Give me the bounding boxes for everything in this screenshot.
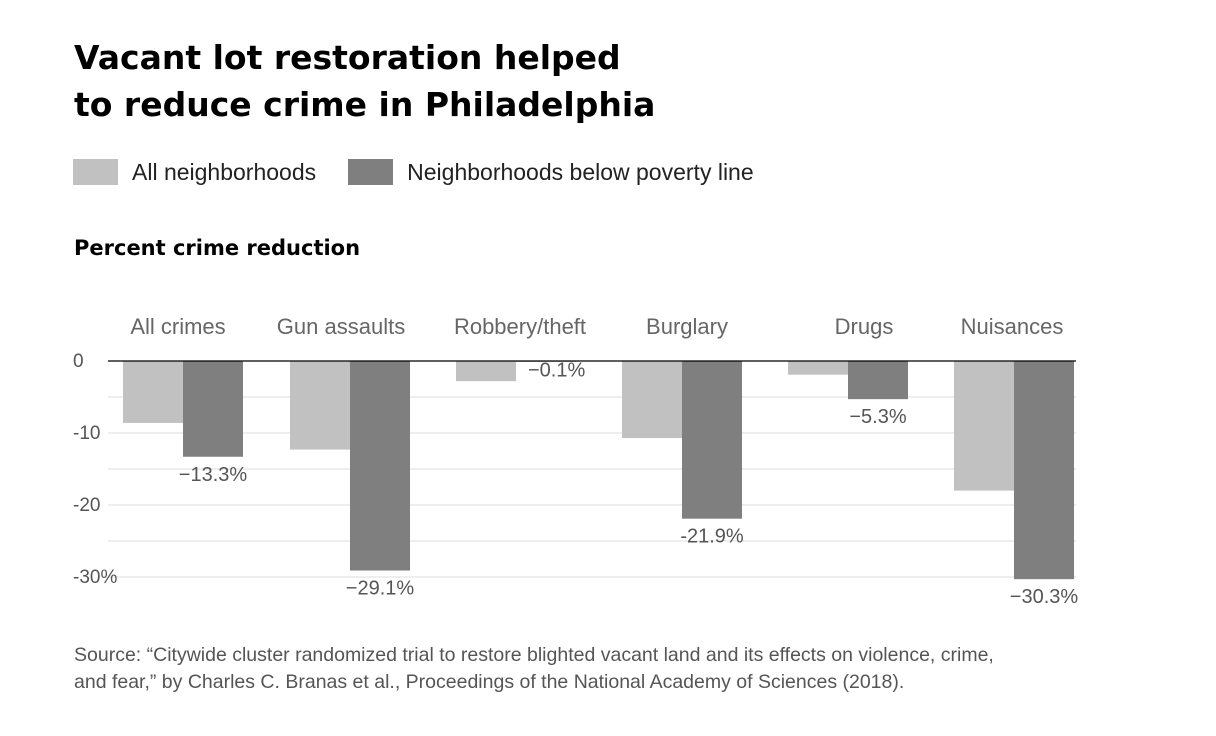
- category-label: Burglary: [646, 314, 728, 339]
- bar-all-neighborhoods: [954, 361, 1014, 491]
- category-label: Drugs: [835, 314, 894, 339]
- category-label: Robbery/theft: [454, 314, 586, 339]
- legend-swatch-below-poverty: [348, 159, 394, 185]
- data-label: −5.3%: [849, 406, 906, 428]
- bar-all-neighborhoods: [788, 361, 848, 375]
- bar-below-poverty: [1014, 361, 1074, 580]
- chart-title: Vacant lot restoration helped to reduce …: [74, 34, 714, 128]
- data-label: −13.3%: [179, 464, 248, 486]
- bar-all-neighborhoods: [622, 361, 682, 439]
- bar-all-neighborhoods: [290, 361, 350, 450]
- data-label: -21.9%: [680, 526, 744, 548]
- title-line-2: to reduce crime in Philadelphia: [74, 85, 656, 124]
- legend-label-all-neighborhoods: All neighborhoods: [132, 158, 317, 185]
- legend-item-below-poverty: Neighborhoods below poverty line: [348, 159, 754, 186]
- y-tick-label: -20: [73, 495, 100, 516]
- data-label: −29.1%: [346, 578, 415, 600]
- legend-item-all-neighborhoods: All neighborhoods: [73, 159, 316, 186]
- bar-below-poverty: [848, 361, 908, 400]
- legend-swatch-all-neighborhoods: [73, 159, 118, 185]
- bar-below-poverty: [183, 361, 243, 457]
- source-line-2: and fear,” by Charles C. Branas et al., …: [74, 671, 905, 693]
- chart-subtitle: Percent crime reduction: [74, 236, 361, 260]
- category-label: All crimes: [130, 314, 225, 339]
- bar-all-neighborhoods: [123, 361, 183, 423]
- data-label: −0.1%: [528, 359, 585, 381]
- source-line-1: Source: “Citywide cluster randomized tri…: [74, 644, 994, 666]
- bar-chart: 0 -10 -20 -30% All crimes Gun assaults Robbery…: [73, 314, 1079, 608]
- bar-below-poverty: [350, 361, 410, 571]
- title-line-1: Vacant lot restoration helped: [74, 38, 621, 77]
- data-label: −30.3%: [1010, 586, 1079, 608]
- y-tick-label: -10: [73, 423, 100, 444]
- category-label: Gun assaults: [277, 314, 405, 339]
- y-tick-label: -30%: [73, 567, 117, 588]
- legend-label-below-poverty: Neighborhoods below poverty line: [407, 158, 754, 185]
- legend: All neighborhoods Neighborhoods below po…: [73, 156, 786, 188]
- category-label: Nuisances: [961, 314, 1064, 339]
- bar-below-poverty: [682, 361, 742, 519]
- y-tick-label: 0: [73, 351, 84, 372]
- source-note: Source: “Citywide cluster randomized tri…: [74, 642, 1094, 696]
- bar-all-neighborhoods: [456, 361, 516, 382]
